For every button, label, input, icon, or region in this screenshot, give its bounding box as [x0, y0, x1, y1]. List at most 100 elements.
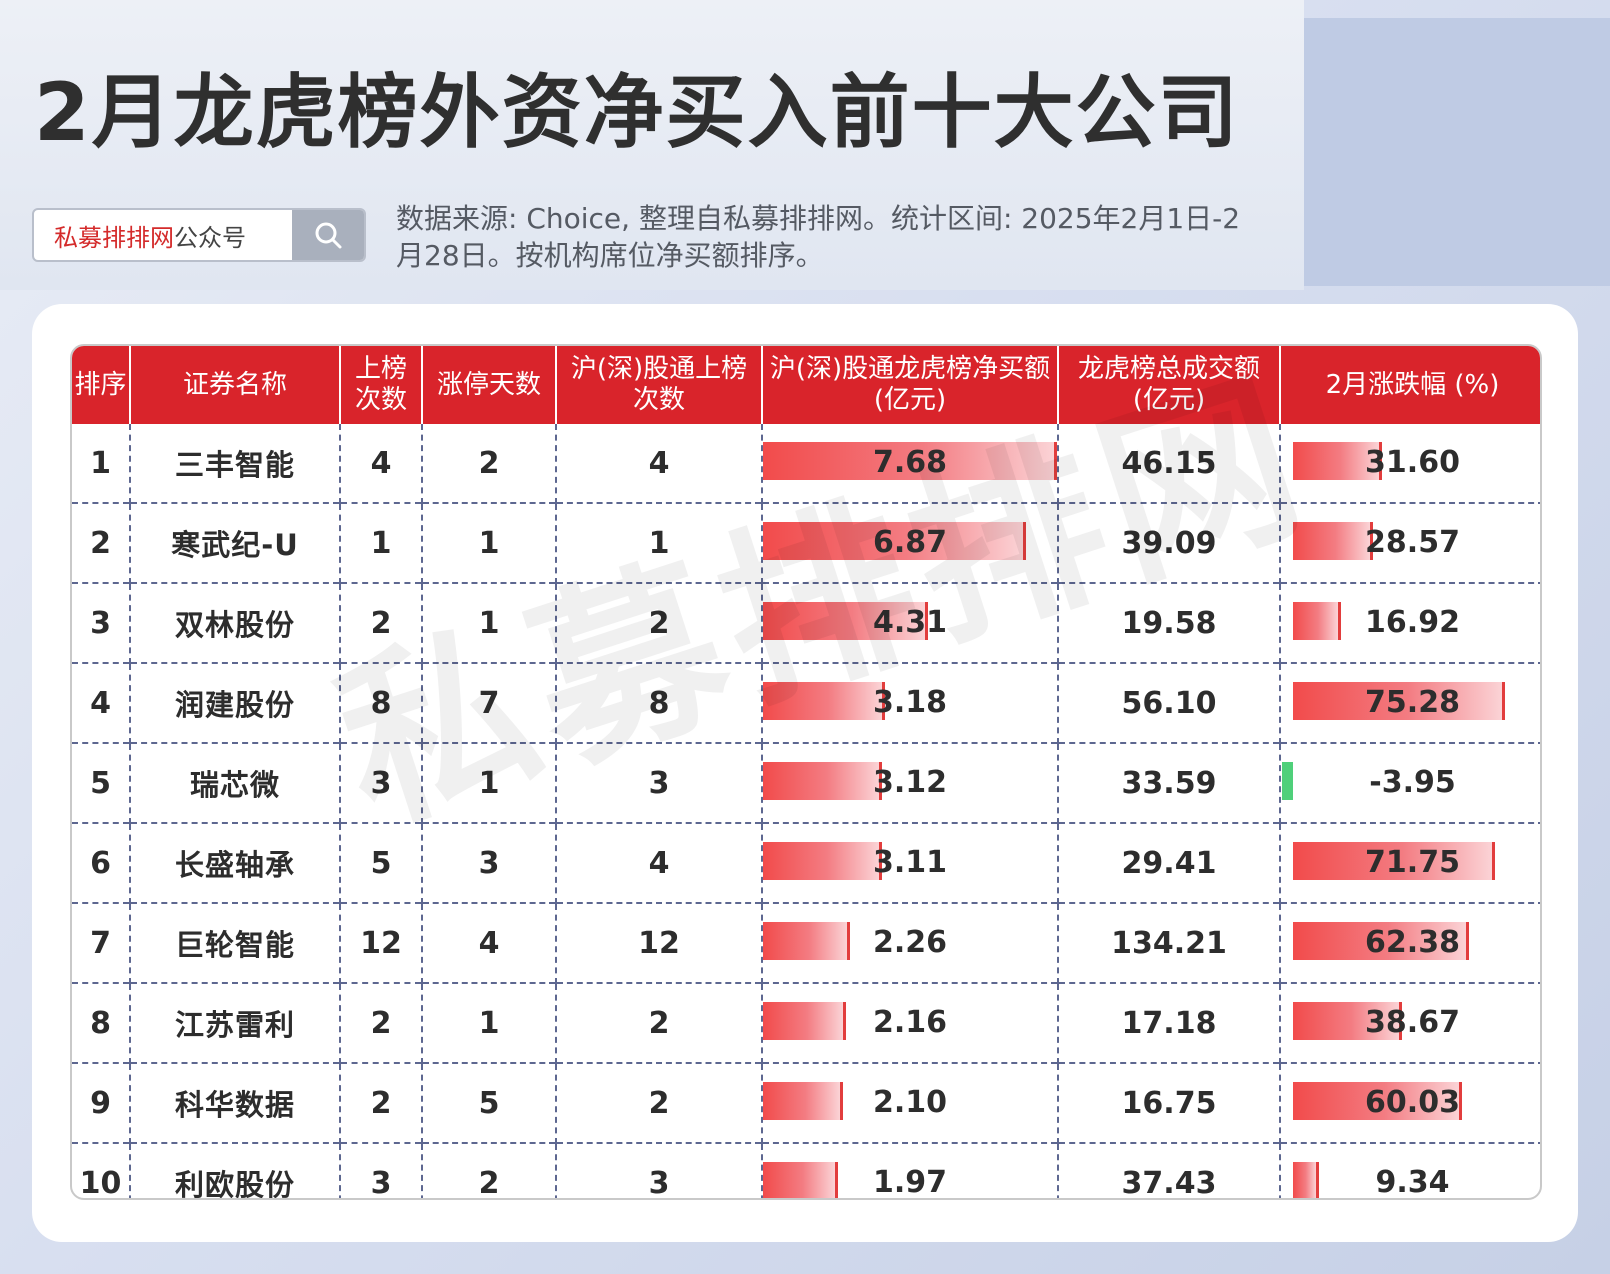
cell-security-name: 科华数据	[130, 1062, 341, 1143]
net-buy-bar	[763, 922, 850, 960]
change-bar	[1293, 442, 1382, 480]
cell-listings: 3	[340, 1142, 423, 1198]
cell-change: 28.57	[1280, 502, 1540, 583]
cell-rank: 7	[72, 902, 131, 983]
net-buy-value: 7.68	[872, 445, 948, 480]
cell-change: -3.95	[1280, 742, 1540, 823]
search-box[interactable]: 私募排排网公众号	[32, 208, 366, 262]
cell-limit-up-days: 1	[422, 582, 557, 663]
header-limit-up-line: 涨停天数	[436, 369, 541, 400]
cell-limit-up-days: 1	[422, 982, 557, 1063]
table-row: 6 长盛轴承 5 3 4 3.11 29.41 71.75	[72, 822, 1540, 903]
cell-net-buy: 2.10	[762, 1062, 1059, 1143]
cell-turnover: 56.10	[1058, 662, 1281, 743]
net-buy-value: 3.18	[872, 685, 948, 720]
header-rank-line: 排序	[74, 369, 127, 400]
cell-limit-up-days: 4	[422, 902, 557, 983]
cell-limit-up-days: 3	[422, 822, 557, 903]
net-buy-bar	[763, 682, 885, 720]
search-button[interactable]	[292, 210, 364, 260]
cell-net-buy: 3.12	[762, 742, 1059, 823]
cell-net-buy: 4.31	[762, 582, 1059, 663]
cell-connect-listings: 3	[556, 742, 763, 823]
cell-rank: 1	[72, 424, 131, 503]
cell-connect-listings: 4	[556, 822, 763, 903]
net-buy-value: 2.16	[872, 1005, 948, 1040]
net-buy-bar	[763, 602, 928, 640]
cell-change: 71.75	[1280, 822, 1540, 903]
net-buy-value: 2.10	[872, 1085, 948, 1120]
net-buy-bar	[763, 762, 883, 800]
cell-rank: 10	[72, 1142, 131, 1198]
ranking-table-container: 排序 证券名称 上榜 次数 涨停天数 沪(深)股通上榜 次数 沪(深)股通龙虎榜净买额 (亿元)…	[70, 344, 1542, 1200]
change-bar	[1293, 1162, 1320, 1198]
cell-limit-up-days: 7	[422, 662, 557, 743]
cell-rank: 8	[72, 982, 131, 1063]
net-buy-bar	[763, 522, 1026, 560]
change-bar	[1293, 922, 1469, 960]
cell-listings: 5	[340, 822, 423, 903]
cell-net-buy: 1.97	[762, 1142, 1059, 1200]
net-buy-bar	[763, 1082, 844, 1120]
net-buy-value: 2.26	[872, 925, 948, 960]
table-row: 4 润建股份 8 7 8 3.18 56.10 75.28	[72, 662, 1540, 743]
net-buy-value: 6.87	[872, 525, 948, 560]
cell-turnover: 37.43	[1058, 1142, 1281, 1198]
cell-connect-listings: 2	[556, 982, 763, 1063]
header-change: 2月涨跌幅 (%)	[1280, 346, 1540, 424]
change-value: -3.95	[1369, 765, 1456, 800]
net-buy-bar	[763, 1162, 839, 1198]
cell-rank: 3	[72, 582, 131, 663]
cell-change: 60.03	[1280, 1062, 1540, 1143]
cell-listings: 2	[340, 582, 423, 663]
header-side-panel	[1304, 18, 1610, 286]
change-value: 62.38	[1365, 925, 1460, 960]
change-bar	[1293, 682, 1505, 720]
data-source-note: 数据来源: Choice, 整理自私募排排网。统计区间: 2025年2月1日-2…	[396, 202, 1241, 272]
cell-turnover: 17.18	[1058, 982, 1281, 1063]
change-value: 71.75	[1365, 845, 1460, 880]
cell-rank: 4	[72, 662, 131, 743]
cell-net-buy: 2.26	[762, 902, 1059, 983]
cell-change: 75.28	[1280, 662, 1540, 743]
cell-connect-listings: 8	[556, 662, 763, 743]
net-buy-bar	[763, 442, 1057, 480]
cell-connect-listings: 4	[556, 424, 763, 503]
cell-change: 9.34	[1280, 1142, 1540, 1198]
cell-listings: 8	[340, 662, 423, 743]
brand-suffix: 公众号	[174, 223, 246, 252]
header-connect-listings-line: 沪(深)股通上榜	[570, 354, 748, 384]
change-negative-bar	[1281, 762, 1293, 800]
cell-turnover: 29.41	[1058, 822, 1281, 903]
table-row: 5 瑞芯微 3 1 3 3.12 33.59 -3.95	[72, 742, 1540, 823]
table-row: 3 双林股份 2 1 2 4.31 19.58 16.92	[72, 582, 1540, 663]
header-net-buy-line: 沪(深)股通龙虎榜净买额	[769, 354, 1051, 384]
cell-listings: 3	[340, 742, 423, 823]
cell-limit-up-days: 2	[422, 1142, 557, 1198]
cell-rank: 9	[72, 1062, 131, 1143]
header-turnover-line: 龙虎榜总成交额	[1077, 354, 1260, 384]
change-value: 38.67	[1365, 1005, 1460, 1040]
header-turnover-line: (亿元)	[1132, 385, 1206, 415]
ranking-table: 排序 证券名称 上榜 次数 涨停天数 沪(深)股通上榜 次数 沪(深)股通龙虎榜净买额 (亿元)…	[72, 346, 1540, 1200]
page-title: 2月龙虎榜外资净买入前十大公司	[34, 66, 1240, 159]
table-row: 1 三丰智能 4 2 4 7.68 46.15 31.60	[72, 424, 1540, 503]
header-listings-line: 上榜	[354, 354, 407, 384]
header-listings: 上榜 次数	[340, 346, 423, 424]
cell-net-buy: 3.11	[762, 822, 1059, 903]
change-value: 75.28	[1365, 685, 1460, 720]
cell-listings: 12	[340, 902, 423, 983]
cell-limit-up-days: 1	[422, 502, 557, 583]
cell-security-name: 寒武纪-U	[130, 502, 341, 583]
search-label: 私募排排网公众号	[34, 218, 292, 253]
cell-connect-listings: 12	[556, 902, 763, 983]
net-buy-value: 3.12	[872, 765, 948, 800]
table-row: 8 江苏雷利 2 1 2 2.16 17.18 38.67	[72, 982, 1540, 1063]
change-value: 60.03	[1365, 1085, 1460, 1120]
cell-listings: 2	[340, 1062, 423, 1143]
cell-change: 31.60	[1280, 424, 1540, 503]
net-buy-value: 1.97	[872, 1165, 948, 1200]
cell-net-buy: 6.87	[762, 502, 1059, 583]
net-buy-value: 3.11	[872, 845, 948, 880]
change-bar	[1293, 1082, 1463, 1120]
